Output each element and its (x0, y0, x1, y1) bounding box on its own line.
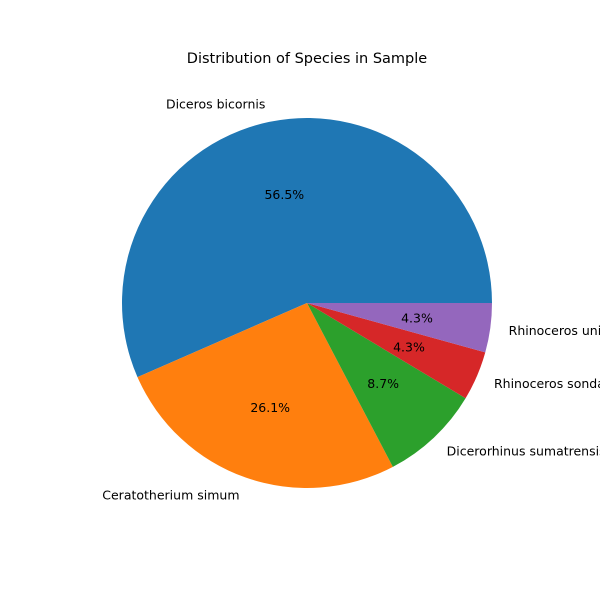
slice-category-label: Rhinoceros sondaicus (494, 376, 600, 391)
pie-slice (307, 303, 486, 399)
pie-slices (122, 118, 493, 489)
pie-labels: Diceros bicornis 56.5% Ceratotherium simum… (102, 96, 600, 502)
pie-slice (307, 303, 466, 467)
slice-percentage-label: 4.3% (393, 339, 425, 354)
slice-percentage-label: 8.7% (367, 376, 399, 391)
slice-percentage-label: 4.3% (401, 310, 433, 325)
pie-slice (307, 303, 492, 353)
chart-title: Distribution of Species in Sample (187, 51, 427, 67)
slice-category-label: Diceros bicornis (166, 96, 265, 111)
slice-category-label: Dicerorhinus sumatrensis (447, 444, 600, 459)
slice-category-label: Rhinoceros unicornis (509, 323, 600, 338)
pie-slice (122, 118, 493, 378)
slice-percentage-label: 26.1% (250, 400, 290, 415)
pie-slice (137, 303, 393, 489)
slice-category-label: Ceratotherium simum (102, 487, 239, 502)
slice-percentage-label: 56.5% (264, 187, 304, 202)
